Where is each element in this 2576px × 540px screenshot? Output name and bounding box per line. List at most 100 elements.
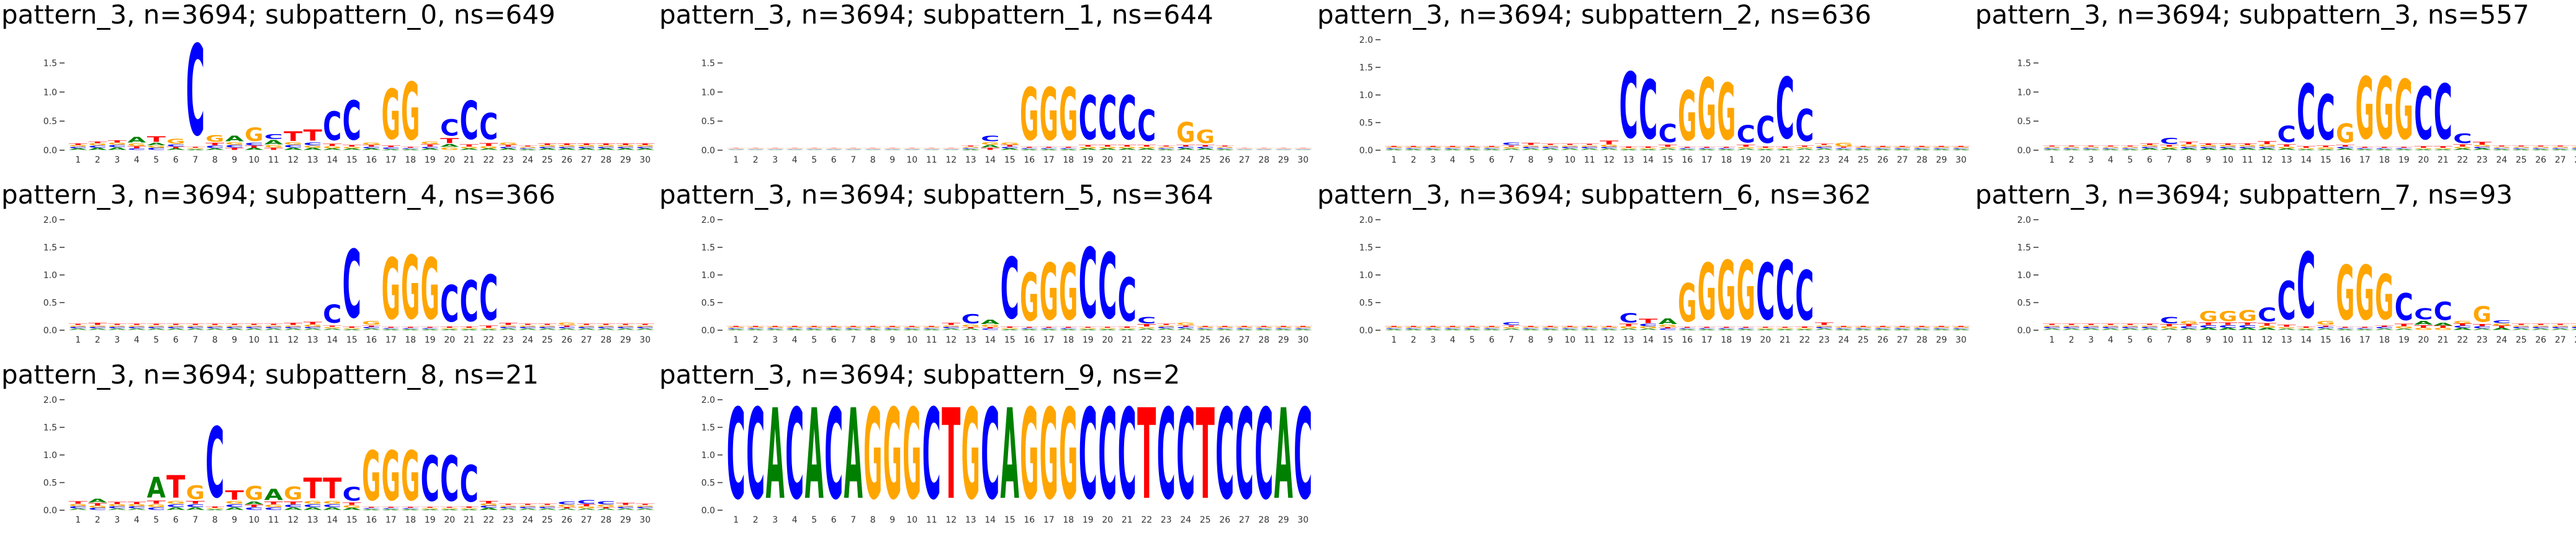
logo-letter: C	[1079, 228, 1097, 340]
logo-letter: C	[961, 148, 980, 149]
logo-letter: G	[1580, 145, 1599, 147]
logo-letter: G	[2101, 146, 2120, 148]
logo-letter: T	[1463, 146, 1482, 147]
logo-letter: G	[1274, 148, 1293, 149]
x-tick-label: 14	[984, 335, 996, 345]
x-tick-label: 7	[2166, 155, 2172, 165]
logo-letter: C	[401, 508, 420, 509]
y-tick-label: 2.0	[43, 395, 57, 405]
logo-letter: A	[1079, 148, 1098, 151]
logo-letter: A	[2140, 148, 2159, 151]
logo-letter: A	[2082, 149, 2101, 151]
x-tick-label: 7	[850, 335, 856, 345]
x-tick-label: 30	[639, 335, 651, 345]
x-tick-label: 17	[1043, 155, 1055, 165]
logo-letter: C	[225, 326, 244, 328]
logo-letter: T	[1952, 146, 1971, 147]
panel-title: pattern_3, n=3694; subpattern_6, ns=362	[1317, 179, 1871, 210]
x-tick-label: 16	[1682, 335, 1693, 345]
x-tick-label: 4	[792, 515, 798, 525]
logo-letter: T	[2414, 146, 2433, 148]
x-tick-label: 13	[965, 515, 976, 525]
logo-letter: G	[942, 148, 960, 149]
x-tick-label: 22	[1799, 155, 1810, 165]
logo-letter: T	[2375, 325, 2394, 327]
x-tick-label: 14	[1642, 335, 1654, 345]
logo-letter: T	[2336, 326, 2355, 328]
x-tick-label: 17	[385, 155, 397, 165]
x-tick-label: 16	[366, 155, 377, 165]
logo-letter: C	[166, 144, 185, 147]
logo-letter: C	[1196, 328, 1215, 329]
logo-letter: C	[499, 146, 518, 149]
logo-letter: A	[1815, 148, 1834, 151]
logo-letter: A	[499, 328, 518, 331]
logo-letter: A	[323, 328, 342, 331]
logo-letter: G	[1659, 146, 1677, 148]
logo-letter: A	[844, 329, 863, 330]
logo-letter: C	[844, 149, 863, 150]
x-tick-label: 28	[1916, 155, 1927, 165]
x-tick-label: 23	[1819, 155, 1830, 165]
logo-letter: C	[903, 328, 921, 329]
x-tick-label: 13	[307, 155, 318, 165]
x-tick-label: 13	[1623, 335, 1634, 345]
logo-letter: C	[883, 149, 902, 150]
logo-letter: T	[961, 145, 981, 146]
logo-letter: C	[1215, 148, 1234, 149]
logo-letter: C	[766, 149, 785, 150]
logo-letter: A	[1619, 149, 1639, 150]
logo-letter: C	[499, 326, 518, 328]
logo-letter: G	[1854, 146, 1873, 148]
x-tick-label: 4	[134, 515, 140, 525]
logo-letter: C	[1001, 146, 1019, 149]
logo-letter: A	[2434, 322, 2453, 326]
logo-letter: A	[1137, 148, 1156, 151]
logo-letter: G	[2179, 144, 2198, 147]
x-tick-label: 2	[95, 515, 101, 525]
logo-letter: T	[2101, 323, 2120, 325]
logo-letter: C	[557, 326, 576, 328]
logo-letter: C	[746, 328, 765, 329]
logo-letter: G	[1118, 328, 1137, 329]
logo-letter: A	[557, 328, 577, 331]
logo-letter: C	[616, 506, 635, 508]
logo-letter: G	[2492, 323, 2511, 326]
logo-letter: C	[382, 147, 400, 150]
logo-letter: A	[245, 328, 264, 331]
logo-letter: A	[225, 507, 245, 511]
x-tick-label: 25	[542, 155, 553, 165]
x-tick-label: 10	[1564, 155, 1575, 165]
x-tick-label: 10	[248, 335, 259, 345]
logo-letter: A	[2121, 328, 2140, 331]
logo-letter: G	[2043, 146, 2061, 148]
panel-title: pattern_3, n=3694; subpattern_2, ns=636	[1317, 0, 1871, 30]
x-tick-label: 11	[268, 515, 279, 525]
logo-letter: A	[499, 148, 518, 151]
logo-letter: A	[981, 318, 999, 326]
logo-letter: C	[2043, 326, 2061, 328]
x-tick-label: 11	[268, 335, 279, 345]
x-tick-label: 6	[831, 335, 837, 345]
x-tick-label: 21	[1780, 155, 1791, 165]
sequence-logo: 0.00.51.01.52.01 2 3 4 5 6 7 8 9 10 11 12 13 14 15 16 17…	[2017, 215, 2576, 345]
logo-letter: A	[805, 329, 824, 330]
logo-letter: A	[1001, 329, 1020, 330]
logo-letter: A	[205, 328, 225, 331]
logo-letter: C	[1020, 148, 1038, 149]
logo-letter: C	[2395, 148, 2413, 149]
x-tick-label: 26	[1877, 335, 1888, 345]
logo-letter: C	[863, 328, 882, 329]
logo-letter: G	[961, 325, 980, 328]
logo-letter: C	[597, 326, 615, 328]
x-tick-label: 13	[307, 515, 318, 525]
logo-letter: C	[1424, 328, 1443, 329]
logo-letter: T	[1040, 326, 1059, 328]
logo-letter: C	[2570, 326, 2576, 328]
x-tick-label: 20	[2418, 155, 2429, 165]
x-tick-label: 15	[1004, 515, 1016, 525]
logo-letter: C	[1176, 146, 1195, 149]
x-tick-label: 21	[1122, 335, 1133, 345]
logo-letter: G	[903, 148, 921, 149]
logo-letter: G	[382, 76, 400, 156]
